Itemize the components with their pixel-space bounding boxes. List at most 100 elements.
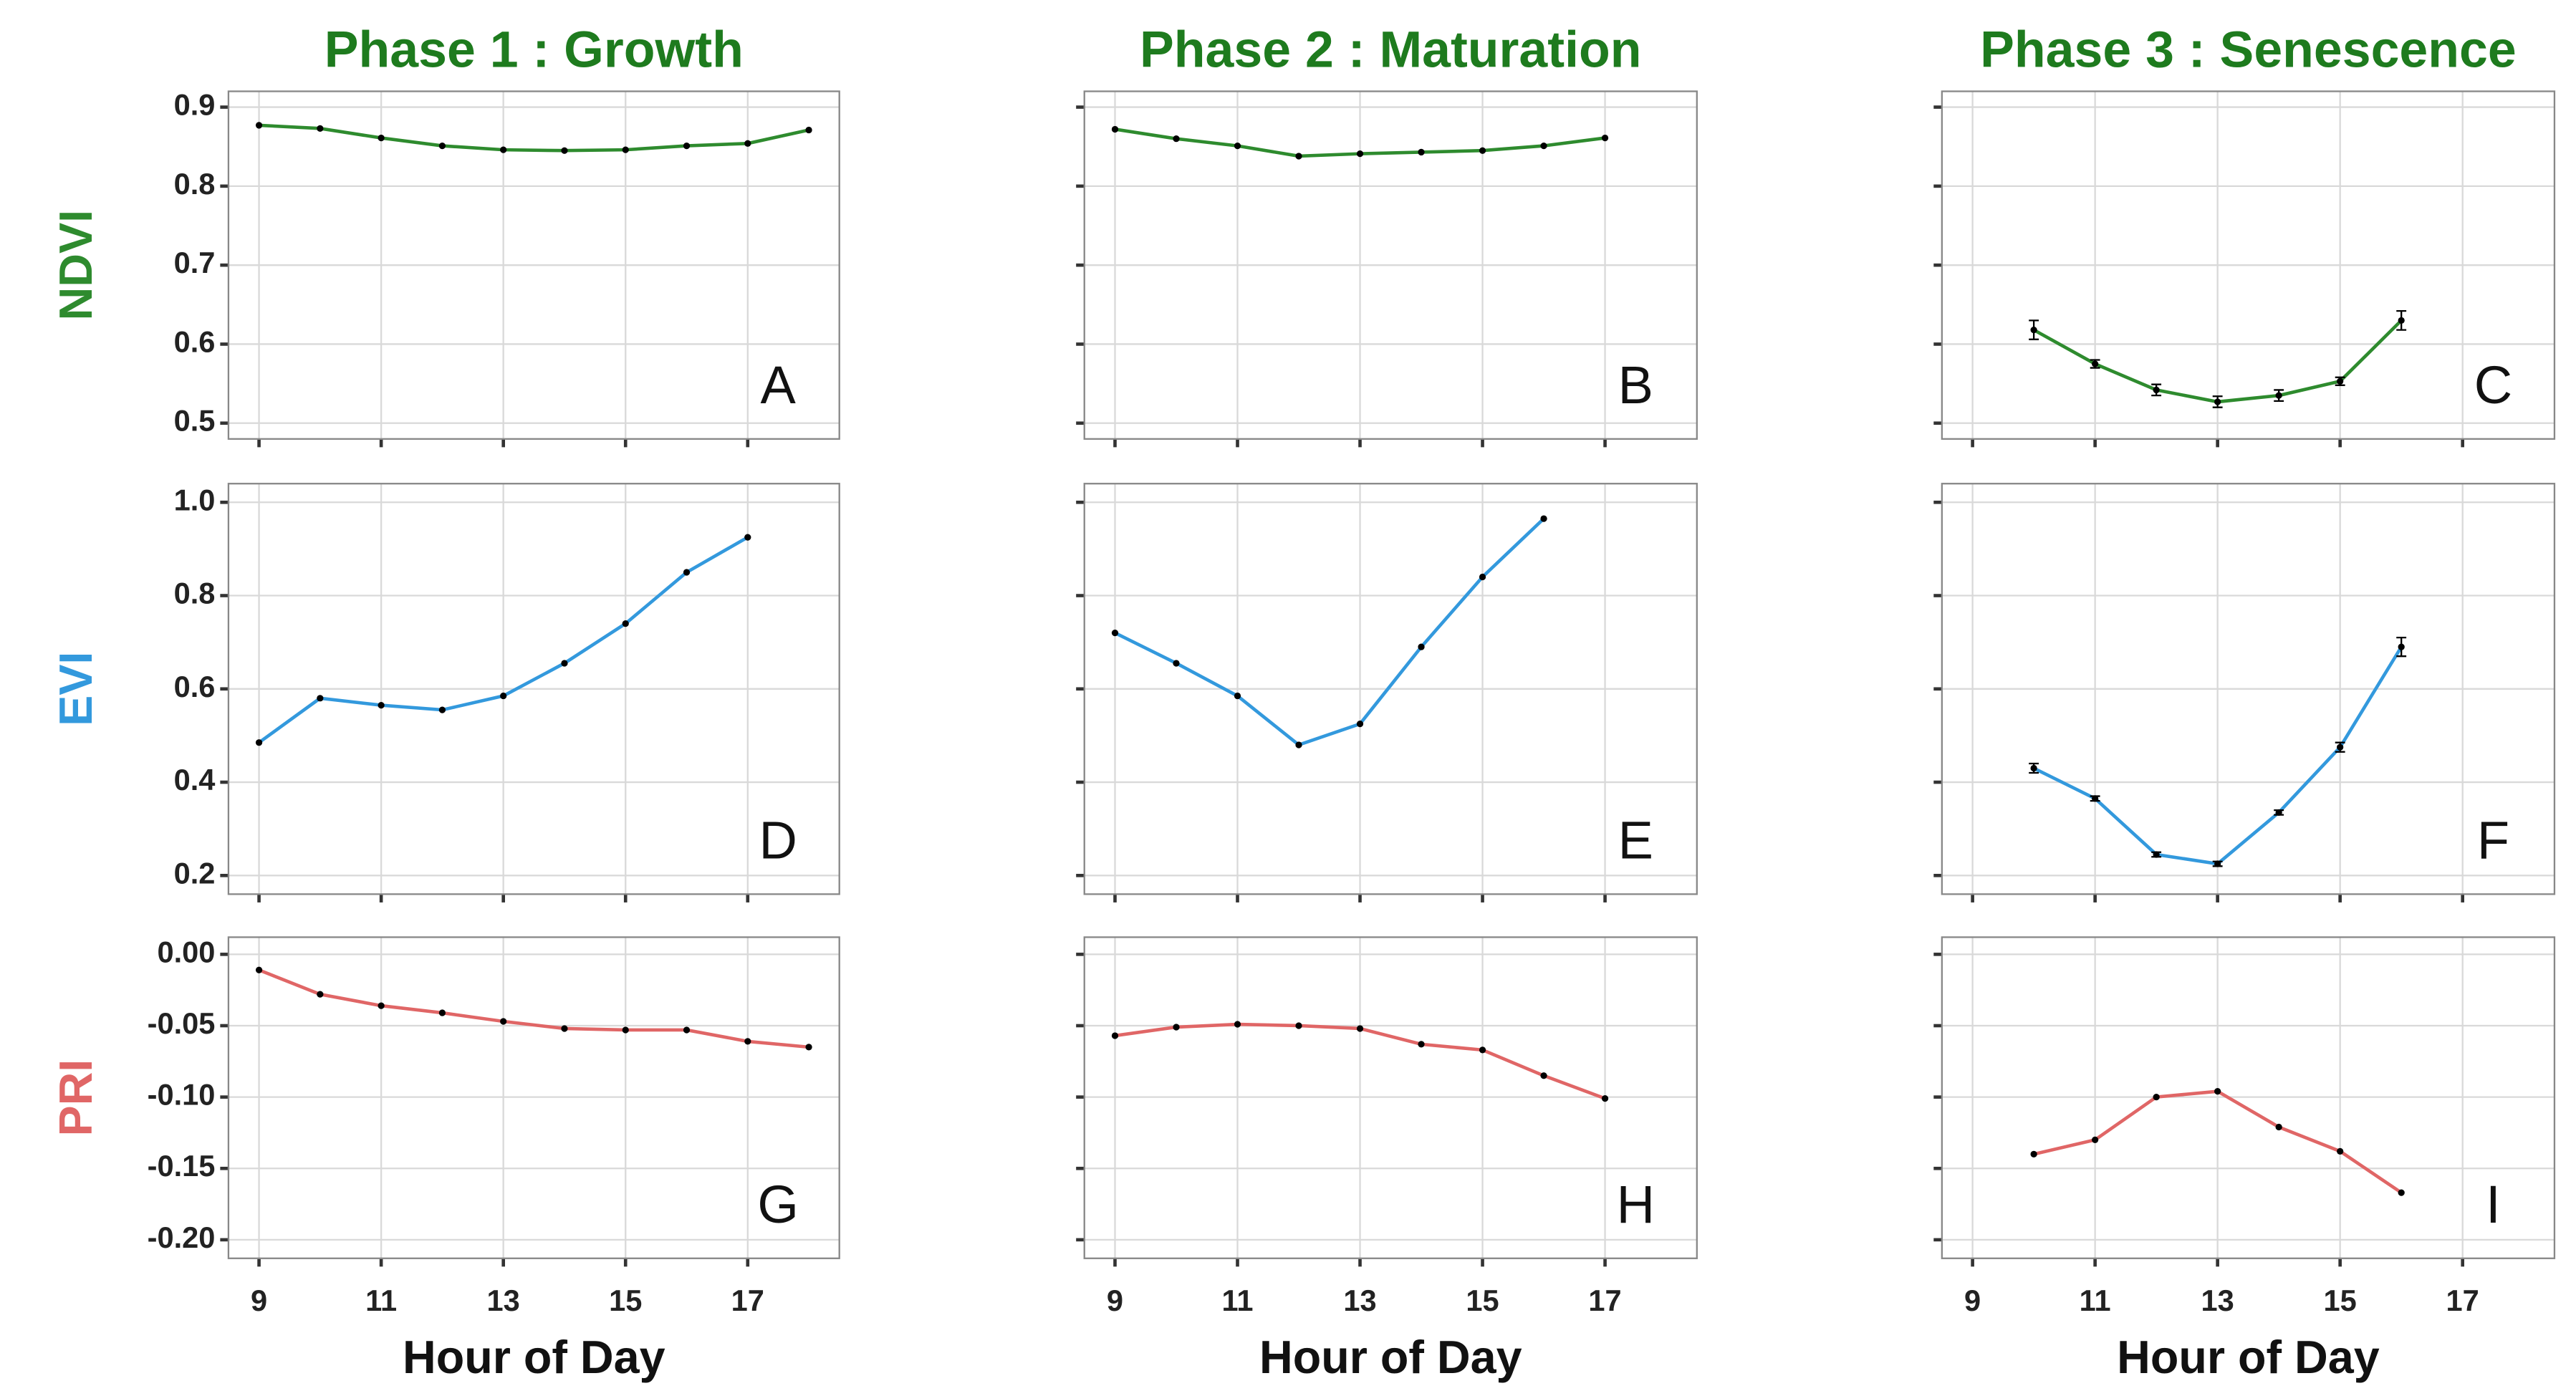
data-line <box>1114 517 1545 747</box>
x-tick-label: 9 <box>1107 1284 1123 1317</box>
data-point <box>805 126 812 134</box>
data-point <box>2275 392 2282 399</box>
data-point <box>2275 1123 2282 1131</box>
data-point <box>1418 643 1425 650</box>
x-tick-label: 13 <box>2201 1284 2234 1317</box>
data-point <box>1479 573 1486 581</box>
data-point <box>378 701 385 709</box>
data-point <box>1601 134 1609 142</box>
data-point <box>744 534 751 541</box>
data-point <box>1418 1041 1425 1048</box>
data-point <box>255 122 263 129</box>
data-point <box>2214 860 2221 867</box>
data-point <box>2337 377 2344 385</box>
data-point <box>2030 1150 2037 1157</box>
data-point <box>561 147 568 154</box>
data-point <box>1173 135 1180 143</box>
x-tick-label: 15 <box>2324 1284 2357 1317</box>
data-point <box>317 991 324 998</box>
data-point <box>500 1018 507 1025</box>
y-tick-label: 0.4 <box>174 763 216 796</box>
data-line <box>258 968 809 1049</box>
data-point <box>378 1002 385 1009</box>
data-point <box>1234 1021 1241 1028</box>
data-point <box>1418 148 1425 156</box>
x-tick-label: 9 <box>251 1284 267 1317</box>
x-axis-label: Hour of Day <box>2117 1331 2380 1383</box>
data-point <box>438 142 446 150</box>
x-tick-label: 11 <box>1222 1284 1254 1317</box>
row-label: PRI <box>49 1059 102 1137</box>
panel-border <box>1941 483 2556 895</box>
column-title: Phase 2 : Maturation <box>1140 21 1641 78</box>
data-point <box>255 966 263 973</box>
panel-border <box>1083 483 1698 895</box>
panel-border <box>1083 936 1698 1259</box>
panel-letter: F <box>2477 811 2509 870</box>
data-point <box>1540 142 1547 150</box>
data-point <box>683 569 691 576</box>
data-point <box>1111 125 1119 133</box>
x-tick-label: 13 <box>487 1284 520 1317</box>
row-label: EVI <box>49 652 102 726</box>
data-point <box>2275 809 2282 817</box>
data-point <box>438 706 446 713</box>
data-point <box>2092 360 2099 367</box>
data-point <box>1295 153 1302 160</box>
data-point <box>1540 1072 1547 1079</box>
data-point <box>2398 643 2405 650</box>
data-point <box>1234 692 1241 700</box>
panel-border <box>1083 90 1698 440</box>
data-point <box>1479 1046 1486 1054</box>
data-point <box>561 660 568 667</box>
data-point <box>1540 515 1547 522</box>
x-axis-label: Hour of Day <box>1259 1331 1522 1383</box>
panel-letter: D <box>759 811 797 870</box>
column-title: Phase 3 : Senescence <box>1980 21 2517 78</box>
data-point <box>500 146 507 153</box>
y-tick-label: 0.6 <box>174 670 216 703</box>
data-point <box>683 1026 691 1034</box>
data-point <box>2153 851 2160 858</box>
data-point <box>2337 1147 2344 1155</box>
y-tick-label: 0.6 <box>174 324 216 358</box>
panel-border <box>227 936 840 1259</box>
x-tick-label: 9 <box>1964 1284 1981 1317</box>
data-point <box>438 1009 446 1016</box>
data-point <box>744 1038 751 1045</box>
x-tick-label: 15 <box>609 1284 642 1317</box>
data-point <box>2030 764 2037 772</box>
data-point <box>1173 660 1180 667</box>
x-axis-label: Hour of Day <box>403 1331 665 1383</box>
panel-letter: B <box>1618 355 1653 415</box>
x-tick-label: 15 <box>1466 1284 1499 1317</box>
y-tick-label: 0.8 <box>174 577 216 610</box>
data-point <box>1356 150 1364 158</box>
data-point <box>2153 1094 2160 1101</box>
y-tick-label: 0.2 <box>174 856 216 890</box>
data-point <box>622 146 629 153</box>
y-tick-label: 0.9 <box>174 88 216 122</box>
data-point <box>622 1026 629 1034</box>
x-tick-label: 17 <box>731 1284 764 1317</box>
y-tick-label: 1.0 <box>174 483 216 516</box>
y-tick-label: 0.8 <box>174 167 216 201</box>
data-point <box>1295 741 1302 748</box>
data-point <box>2153 386 2160 394</box>
row-label: NDVI <box>49 210 102 321</box>
panel-letter: A <box>761 355 797 415</box>
data-point <box>2398 317 2405 324</box>
data-point <box>561 1025 568 1032</box>
x-tick-label: 17 <box>2446 1284 2479 1317</box>
data-point <box>805 1044 812 1051</box>
x-tick-label: 13 <box>1343 1284 1376 1317</box>
data-point <box>1356 721 1364 728</box>
data-point <box>1479 147 1486 154</box>
data-point <box>1111 1032 1119 1039</box>
data-point <box>2398 1189 2405 1196</box>
panel-letter: G <box>757 1175 799 1234</box>
data-point <box>1356 1025 1364 1032</box>
panel-border <box>227 483 840 895</box>
